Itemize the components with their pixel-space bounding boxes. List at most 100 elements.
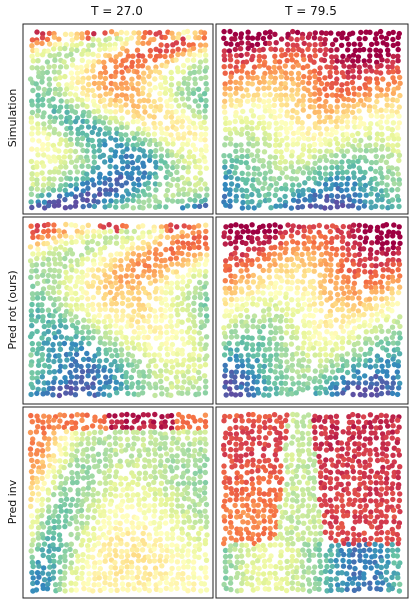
particle xyxy=(290,381,296,387)
particle xyxy=(186,75,192,82)
particle xyxy=(267,357,273,363)
particle xyxy=(260,163,266,169)
particle xyxy=(232,392,239,398)
particle xyxy=(391,136,397,142)
particle xyxy=(279,102,285,108)
particle xyxy=(233,424,239,431)
particle xyxy=(30,295,36,302)
particle xyxy=(255,352,261,358)
particle xyxy=(168,246,175,252)
particle xyxy=(250,295,256,302)
particle xyxy=(114,85,120,91)
particle xyxy=(113,347,119,354)
particle xyxy=(153,569,159,576)
particle xyxy=(163,290,169,296)
particle xyxy=(96,552,103,558)
particle xyxy=(397,335,403,341)
particle xyxy=(95,37,102,43)
particle xyxy=(196,451,202,457)
particle xyxy=(130,53,136,59)
particle xyxy=(41,480,47,486)
particle xyxy=(362,199,368,205)
particle xyxy=(63,476,70,482)
particle xyxy=(44,36,51,43)
particle xyxy=(75,131,81,137)
particle xyxy=(334,58,340,64)
particle xyxy=(349,228,356,234)
particle xyxy=(96,363,102,370)
particle xyxy=(124,323,130,329)
particle xyxy=(384,373,390,379)
particle xyxy=(147,149,154,155)
particle xyxy=(44,340,50,346)
particle xyxy=(192,135,198,141)
particle xyxy=(62,458,69,465)
particle xyxy=(125,345,131,351)
particle xyxy=(78,192,84,198)
particle xyxy=(162,296,169,302)
particle xyxy=(164,141,171,147)
particle xyxy=(228,102,235,108)
particle xyxy=(329,369,336,375)
particle xyxy=(90,546,96,553)
particle xyxy=(69,413,75,419)
particle xyxy=(164,197,171,203)
particle xyxy=(362,182,369,189)
particle xyxy=(290,307,296,313)
particle xyxy=(312,352,318,358)
particle xyxy=(63,542,70,548)
particle xyxy=(332,434,339,440)
particle xyxy=(294,109,300,116)
particle xyxy=(185,390,191,396)
particle xyxy=(175,312,181,318)
particle xyxy=(239,205,246,211)
particle xyxy=(164,148,171,154)
particle xyxy=(379,196,385,203)
particle xyxy=(340,223,346,230)
particle xyxy=(78,64,84,71)
particle xyxy=(111,374,118,381)
particle xyxy=(57,484,63,491)
particle xyxy=(136,587,142,593)
particle xyxy=(233,52,240,59)
particle xyxy=(34,241,41,247)
particle xyxy=(95,325,101,331)
particle xyxy=(328,239,335,245)
particle xyxy=(108,447,115,453)
particle xyxy=(282,70,289,76)
particle xyxy=(385,125,391,132)
particle xyxy=(192,125,198,131)
particle xyxy=(248,152,255,158)
particle xyxy=(179,90,185,97)
particle xyxy=(51,430,57,436)
particle xyxy=(329,54,335,60)
particle xyxy=(164,536,171,542)
particle xyxy=(185,369,191,375)
particle xyxy=(91,108,97,115)
particle xyxy=(222,181,228,188)
particle xyxy=(173,330,180,336)
particle xyxy=(124,197,131,203)
particle xyxy=(106,412,112,419)
particle xyxy=(35,525,42,531)
particle xyxy=(260,278,266,285)
particle xyxy=(113,198,119,205)
particle xyxy=(339,238,346,245)
particle xyxy=(103,357,110,364)
particle xyxy=(255,256,261,263)
particle xyxy=(356,295,362,301)
particle xyxy=(324,329,330,335)
particle xyxy=(62,564,68,570)
particle xyxy=(125,137,131,143)
particle xyxy=(221,233,227,240)
particle xyxy=(344,113,351,119)
particle xyxy=(197,42,204,48)
particle xyxy=(67,565,74,571)
particle xyxy=(328,256,334,262)
particle xyxy=(158,42,164,48)
particle xyxy=(192,146,199,153)
particle xyxy=(289,279,295,286)
particle xyxy=(196,575,202,581)
particle xyxy=(62,296,68,302)
particle xyxy=(318,251,325,258)
